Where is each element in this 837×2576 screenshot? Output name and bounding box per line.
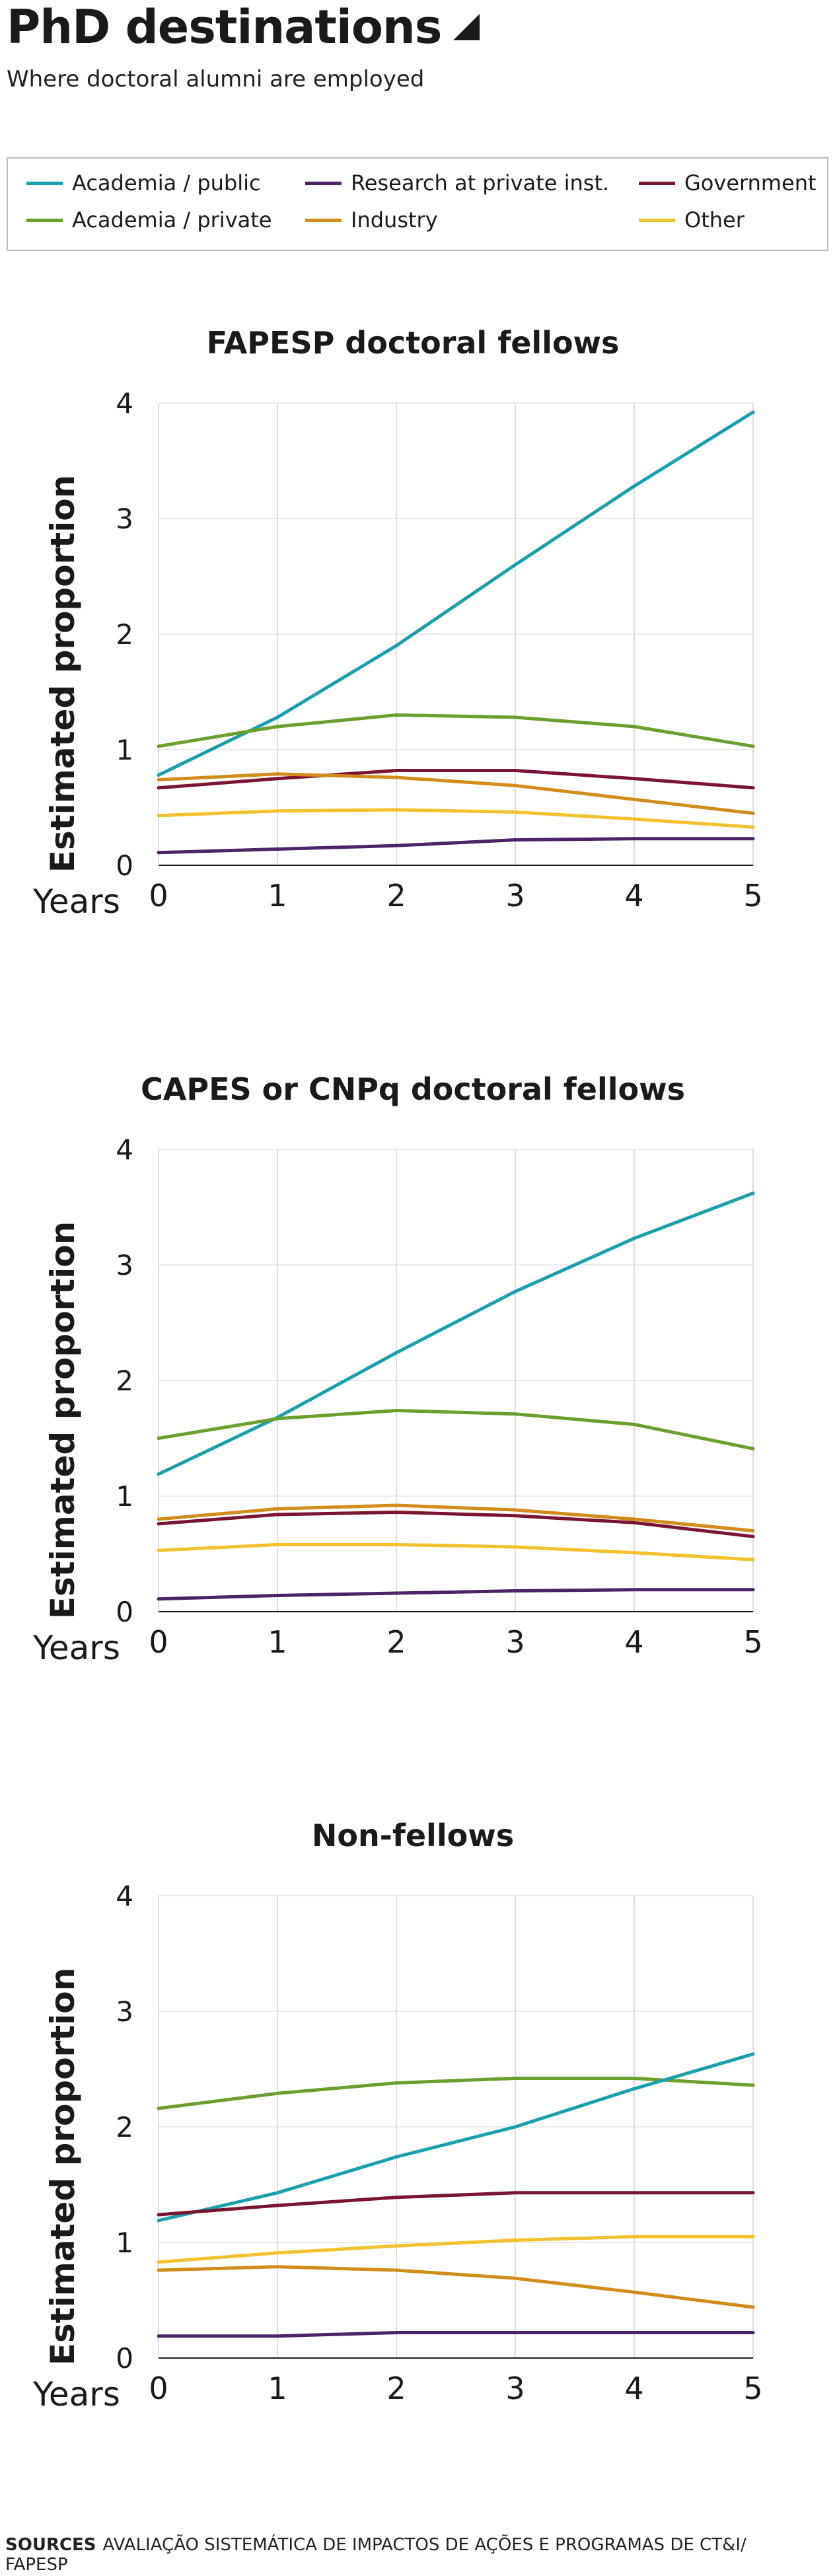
- x-tick-label: 2: [386, 2371, 406, 2406]
- series-line-academia-private: [157, 713, 755, 748]
- legend-item-academia-private: Academia / private: [26, 207, 272, 233]
- series-line-industry: [157, 2265, 755, 2309]
- legend-label: Academia / public: [72, 170, 261, 196]
- chart-non-fellows: Non-fellows 0 1 2 3 4 0 1 2 3 4 5 Years Estimated pro…: [32, 1818, 763, 2414]
- x-tick-label: 5: [743, 2371, 762, 2406]
- series-line-other: [157, 808, 755, 829]
- y-tick-label: 1: [116, 734, 133, 766]
- x-tick-label: 3: [505, 878, 525, 913]
- legend-item-industry: Industry: [305, 207, 438, 233]
- series-line-government: [157, 1511, 755, 1538]
- legend-swatch: [26, 218, 63, 222]
- legend-swatch: [305, 218, 342, 222]
- y-tick-label: 4: [116, 387, 133, 419]
- legend-label: Other: [684, 207, 745, 233]
- series-line-academia-public: [157, 1192, 755, 1476]
- x-tick-label: 4: [624, 878, 643, 913]
- legend-label: Academia / private: [72, 207, 272, 233]
- series-line-other: [157, 1543, 755, 1561]
- y-tick-label: 0: [116, 849, 133, 882]
- legend-swatch: [305, 181, 342, 185]
- x-tick-label: 0: [149, 1624, 168, 1660]
- legend: Academia / public Research at private in…: [7, 157, 828, 251]
- series-line-government: [157, 2191, 755, 2217]
- x-tick-label: 0: [149, 878, 168, 913]
- x-tick-label: 5: [743, 878, 762, 913]
- x-tick-label: 2: [386, 1624, 406, 1660]
- x-tick-label: 3: [505, 1624, 525, 1660]
- y-axis-label: Estimated proportion: [44, 475, 82, 873]
- legend-item-other: Other: [639, 207, 745, 233]
- chart-title: CAPES or CNPq doctoral fellows: [141, 1071, 685, 1107]
- legend-swatch: [639, 181, 675, 185]
- series-line-industry: [157, 772, 755, 815]
- sources-note: SOURCES AVALIAÇÃO SISTEMÁTICA DE IMPACTOS…: [5, 2535, 785, 2575]
- y-axis-label: Estimated proportion: [44, 1968, 82, 2365]
- series-line-academia-private: [157, 2077, 755, 2110]
- chart-title: Non-fellows: [312, 1818, 514, 1853]
- series-line-research-at-private-inst: [157, 1588, 755, 1601]
- chart-capes-cnpq: CAPES or CNPq doctoral fellows 0 1 2 3 4 0 1 2 3 4…: [32, 1071, 763, 1667]
- series-line-academia-private: [157, 1409, 755, 1450]
- legend-label: Industry: [351, 207, 438, 233]
- x-tick-label: 5: [743, 1624, 762, 1660]
- y-tick-label: 0: [116, 1596, 133, 1628]
- chart-fapesp: FAPESP doctoral fellows 0 1 2 3 4 0 1 2 3 4 5 Years E…: [32, 325, 763, 921]
- page-title-text: PhD destinations: [7, 0, 442, 54]
- legend-swatch: [639, 218, 675, 222]
- sources-label: SOURCES: [5, 2535, 96, 2555]
- x-tick-label: 4: [624, 1624, 643, 1660]
- x-axis-label: Years: [32, 1629, 120, 1667]
- legend-item-academia-public: Academia / public: [26, 170, 261, 196]
- legend-label: Research at private inst.: [351, 170, 610, 196]
- sources-text: AVALIAÇÃO SISTEMÁTICA DE IMPACTOS DE AÇÕ…: [5, 2535, 746, 2575]
- series-line-research-at-private-inst: [157, 2331, 755, 2338]
- triangle-icon: [453, 14, 480, 40]
- series-line-other: [157, 2235, 755, 2264]
- chart-title: FAPESP doctoral fellows: [207, 325, 620, 361]
- x-tick-label: 2: [386, 878, 406, 913]
- x-axis-label: Years: [32, 882, 120, 921]
- y-tick-label: 1: [116, 1480, 133, 1513]
- legend-swatch: [26, 181, 63, 185]
- x-tick-label: 1: [268, 2371, 287, 2406]
- series-line-academia-public: [157, 2052, 755, 2223]
- y-tick-label: 3: [116, 503, 133, 535]
- y-axis-label: Estimated proportion: [44, 1221, 82, 1619]
- series-line-government: [157, 769, 755, 790]
- y-tick-label: 4: [116, 1133, 133, 1166]
- series-line-academia-public: [157, 410, 755, 777]
- y-tick-label: 3: [116, 1249, 133, 1281]
- y-tick-label: 1: [116, 2227, 133, 2259]
- series-line-industry: [157, 1503, 755, 1532]
- y-tick-label: 4: [116, 1880, 133, 1912]
- x-tick-label: 1: [268, 878, 287, 913]
- page-subtitle: Where doctoral alumni are employed: [7, 66, 425, 92]
- x-tick-label: 4: [624, 2371, 643, 2406]
- series-line-research-at-private-inst: [157, 837, 755, 855]
- y-tick-label: 2: [116, 1365, 133, 1397]
- y-tick-label: 3: [116, 1995, 133, 2028]
- x-tick-label: 1: [268, 1624, 287, 1660]
- y-tick-label: 0: [116, 2342, 133, 2375]
- legend-label: Government: [684, 170, 817, 196]
- legend-item-research-private: Research at private inst.: [305, 170, 609, 196]
- x-tick-label: 3: [505, 2371, 525, 2406]
- x-tick-label: 0: [149, 2371, 168, 2406]
- x-axis-label: Years: [32, 2375, 120, 2414]
- y-tick-label: 2: [116, 618, 133, 651]
- page-title: PhD destinations: [7, 0, 480, 54]
- y-tick-label: 2: [116, 2111, 133, 2143]
- legend-item-government: Government: [639, 170, 817, 196]
